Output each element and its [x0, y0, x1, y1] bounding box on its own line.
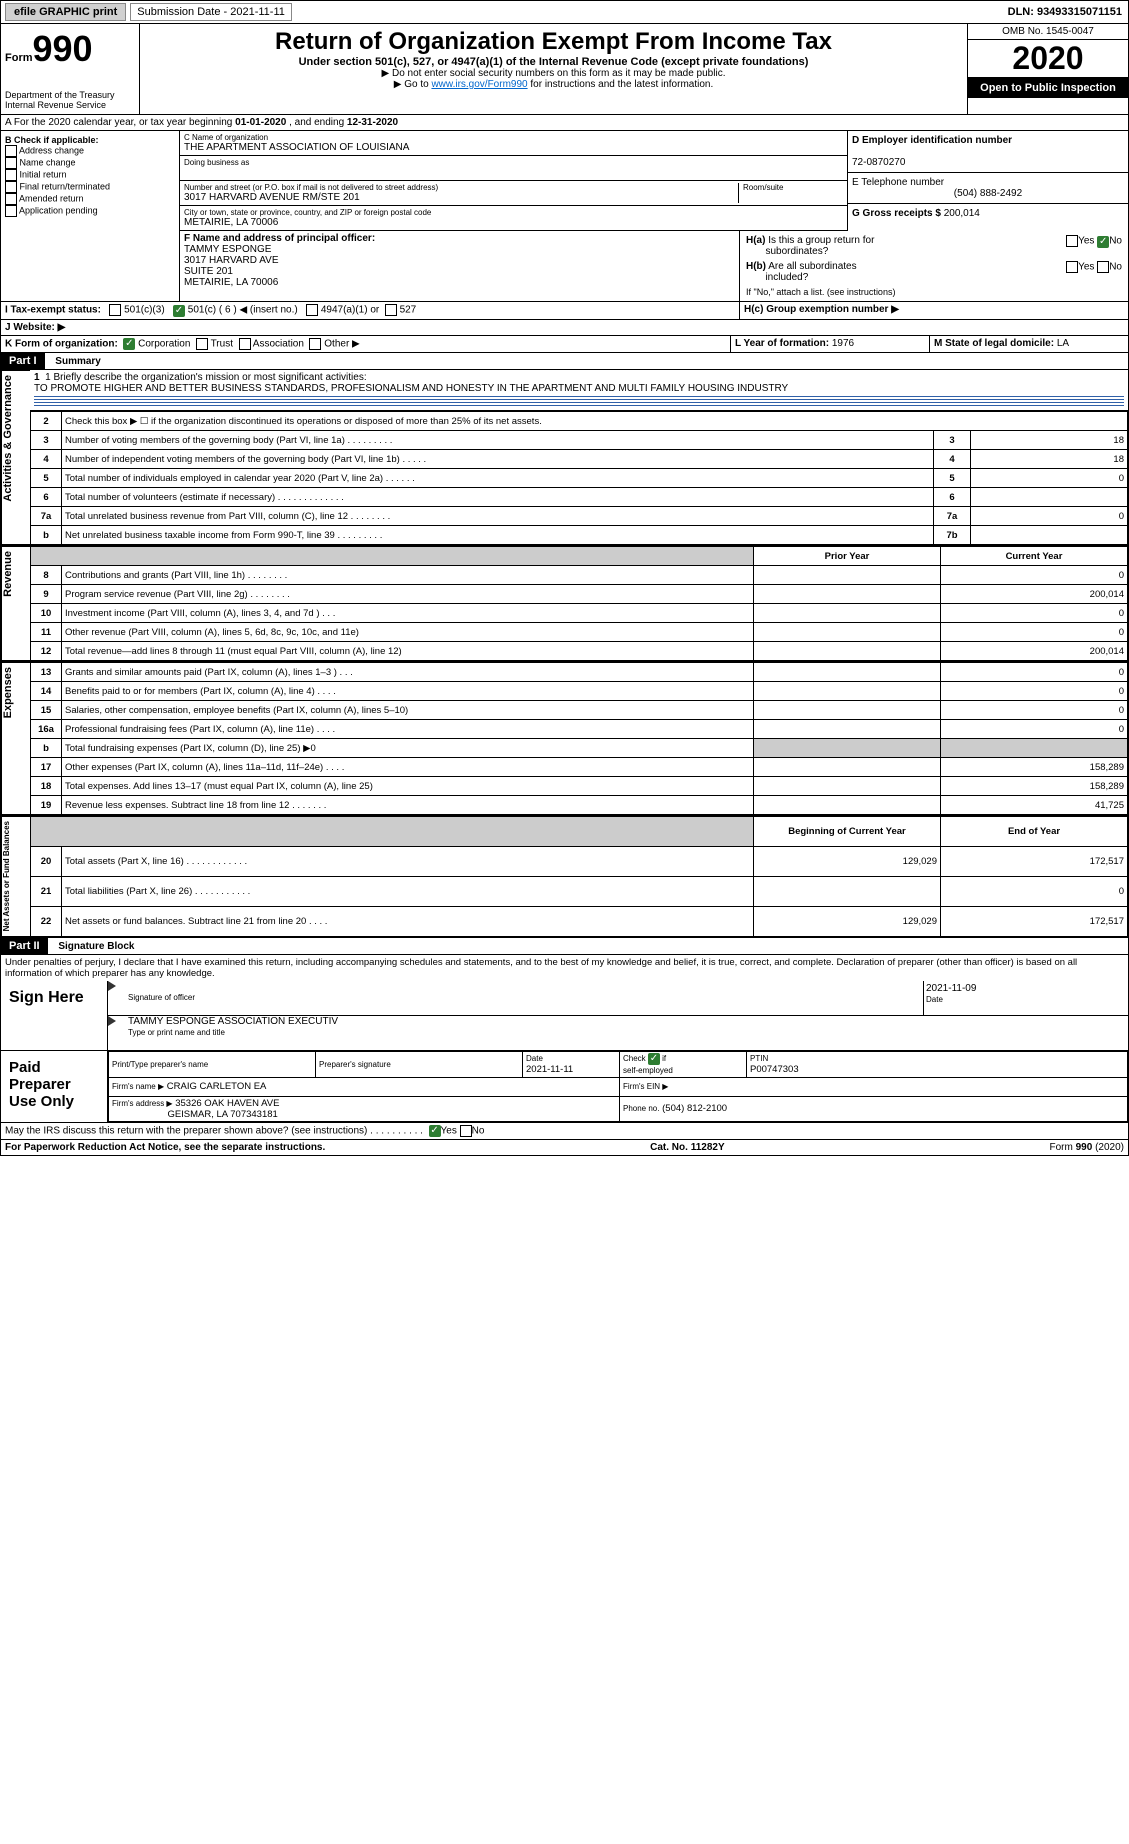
org-address: 3017 HARVARD AVENUE RM/STE 201 — [184, 192, 738, 203]
netassets-table: Beginning of Current YearEnd of Year 20T… — [30, 816, 1128, 936]
main-info: B Check if applicable: Address change Na… — [0, 131, 1129, 231]
revenue-table: Prior YearCurrent Year 8Contributions an… — [30, 546, 1128, 661]
governance-table: 2Check this box ▶ ☐ if the organization … — [30, 411, 1128, 545]
footer: For Paperwork Reduction Act Notice, see … — [0, 1140, 1129, 1156]
instructions-link[interactable]: www.irs.gov/Form990 — [431, 79, 527, 90]
form-header: Form990 Department of the Treasury Inter… — [0, 24, 1129, 115]
open-inspection: Open to Public Inspection — [968, 78, 1128, 98]
submission-date: Submission Date - 2021-11-11 — [130, 3, 292, 21]
gross-receipts: 200,014 — [944, 208, 980, 219]
arrow-icon — [108, 1016, 116, 1026]
efile-button[interactable]: efile GRAPHIC print — [5, 3, 126, 21]
org-name: THE APARTMENT ASSOCIATION OF LOUISIANA — [184, 142, 843, 153]
part2-header: Part II — [1, 938, 48, 954]
org-city: METAIRIE, LA 70006 — [184, 217, 843, 228]
mission: TO PROMOTE HIGHER AND BETTER BUSINESS ST… — [34, 383, 1124, 394]
declaration: Under penalties of perjury, I declare th… — [0, 955, 1129, 981]
signature-block: Sign Here Signature of officer 2021-11-0… — [0, 981, 1129, 1141]
arrow-icon — [108, 981, 116, 991]
top-bar: efile GRAPHIC print Submission Date - 20… — [0, 0, 1129, 24]
expenses-table: 13Grants and similar amounts paid (Part … — [30, 662, 1128, 815]
tax-year: 2020 — [968, 40, 1128, 78]
part1-header: Part I — [1, 353, 45, 369]
omb-number: OMB No. 1545-0047 — [968, 24, 1128, 40]
phone: (504) 888-2492 — [852, 188, 1124, 199]
form-title: Return of Organization Exempt From Incom… — [144, 28, 963, 56]
ein: 72-0870270 — [852, 157, 905, 168]
dln: DLN: 93493315071151 — [1002, 4, 1128, 20]
row-a: A For the 2020 calendar year, or tax yea… — [0, 115, 1129, 131]
